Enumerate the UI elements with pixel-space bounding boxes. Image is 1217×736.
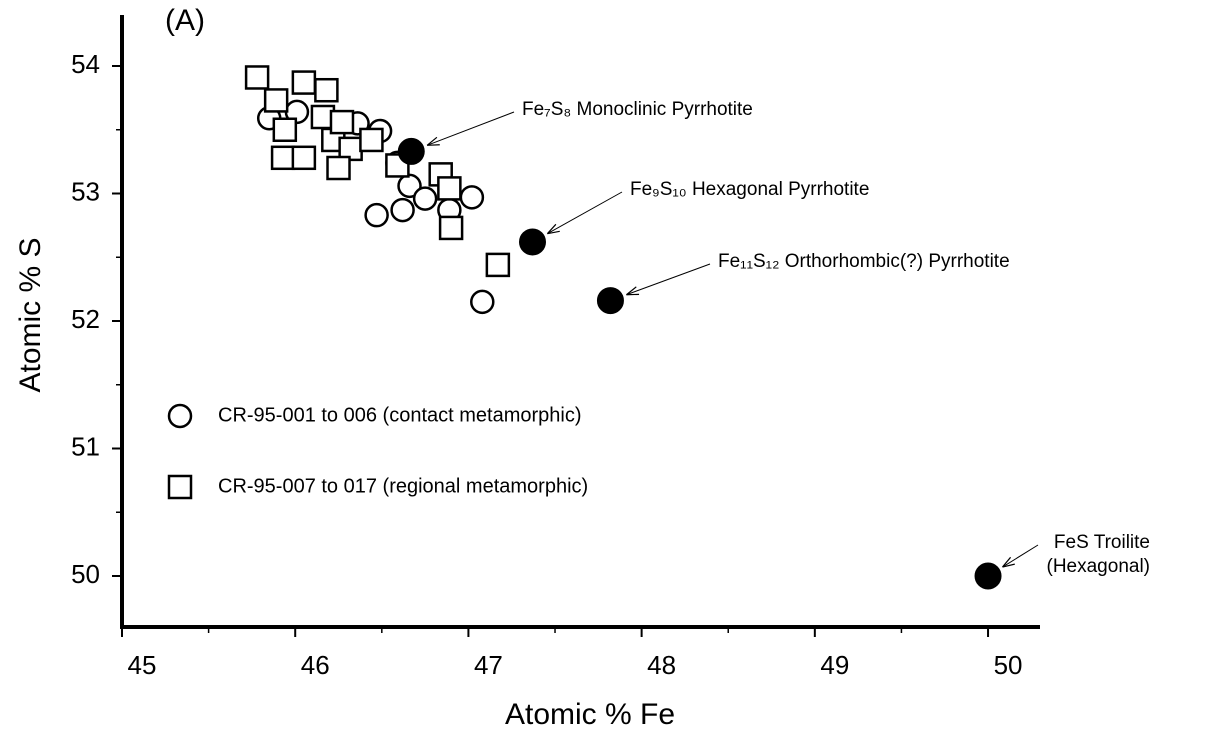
annotation: Fe₁₁S₁₂ Orthorhombic(?) Pyrrhotite	[718, 251, 1010, 272]
point	[359, 127, 384, 153]
panel-label: (A)	[165, 4, 205, 37]
point	[291, 70, 317, 95]
point	[329, 109, 355, 135]
point	[263, 88, 289, 113]
point	[596, 287, 624, 315]
legend-marker	[167, 474, 193, 500]
point	[974, 562, 1002, 590]
annotation-arrow	[547, 191, 623, 235]
x-tick-label: 47	[474, 650, 503, 680]
point	[459, 185, 485, 210]
arrow-head	[1002, 556, 1015, 568]
annotation: Fe₇S₈ Monoclinic Pyrrhotite	[522, 99, 753, 120]
annotation-arrow	[1002, 544, 1039, 568]
point	[438, 215, 464, 241]
point	[397, 137, 425, 165]
point	[291, 145, 317, 171]
point	[272, 117, 298, 142]
legend-marker	[167, 403, 193, 429]
y-tick-label: 54	[71, 49, 100, 79]
annotation-arrow	[426, 111, 515, 146]
x-axis-label: Atomic % Fe	[505, 698, 675, 731]
annotation-arrow	[626, 263, 711, 296]
point	[390, 197, 415, 223]
y-axis-label: Atomic % S	[14, 237, 47, 392]
legend-label: CR-95-007 to 017 (regional metamorphic)	[218, 475, 588, 497]
legend-label: CR-95-001 to 006 (contact metamorphic)	[218, 404, 582, 426]
point	[314, 77, 339, 103]
point	[244, 65, 270, 90]
x-tick-label: 46	[301, 650, 330, 680]
point	[437, 176, 462, 201]
point	[485, 252, 511, 278]
x-tick-label: 49	[820, 650, 849, 680]
point	[412, 186, 438, 211]
point	[470, 289, 495, 315]
annotation: Fe₉S₁₀ Hexagonal Pyrrhotite	[630, 179, 869, 200]
x-tick-label: 50	[994, 650, 1023, 680]
y-tick-label: 53	[71, 176, 100, 206]
y-tick-label: 52	[71, 304, 100, 334]
arrow-head	[626, 286, 640, 296]
point	[270, 145, 296, 171]
y-tick-label: 51	[71, 431, 100, 461]
annotation: FeS Troilite	[1054, 532, 1150, 553]
annotation: (Hexagonal)	[1047, 556, 1151, 577]
arrow-head	[546, 223, 560, 235]
point	[519, 228, 547, 256]
point	[364, 202, 389, 228]
y-tick-label: 50	[71, 559, 100, 589]
x-tick-label: 48	[647, 650, 676, 680]
x-tick-label: 45	[128, 650, 157, 680]
arrow-head	[426, 136, 440, 146]
point	[326, 155, 351, 181]
